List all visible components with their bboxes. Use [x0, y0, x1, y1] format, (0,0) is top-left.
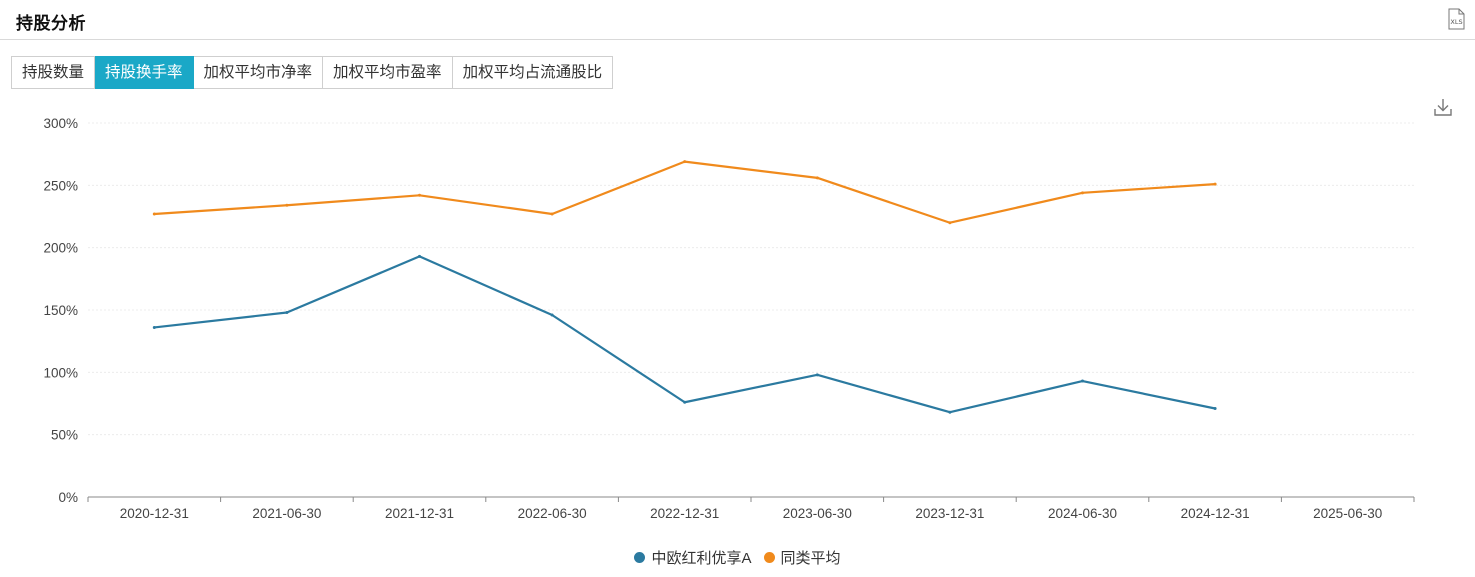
y-tick-label: 0%	[58, 490, 78, 505]
data-point	[418, 255, 421, 258]
data-point	[285, 311, 288, 314]
data-point	[153, 326, 156, 329]
data-point	[285, 204, 288, 207]
data-point	[948, 411, 951, 414]
x-tick-label: 2021-06-30	[252, 506, 321, 521]
data-point	[1081, 191, 1084, 194]
data-point	[551, 213, 554, 216]
y-tick-label: 150%	[43, 303, 78, 318]
y-tick-label: 300%	[43, 116, 78, 131]
chart-legend: 中欧红利优享A 同类平均	[0, 547, 1475, 568]
data-point	[683, 401, 686, 404]
legend-dot-category-average	[764, 552, 775, 563]
series-line-category-average	[154, 162, 1215, 223]
x-tick-label: 2024-06-30	[1048, 506, 1117, 521]
data-point	[1214, 407, 1217, 410]
data-point	[1081, 380, 1084, 383]
y-tick-label: 200%	[43, 241, 78, 256]
x-tick-label: 2022-06-30	[518, 506, 587, 521]
x-tick-label: 2021-12-31	[385, 506, 454, 521]
data-point	[683, 160, 686, 163]
legend-item-category-average[interactable]: 同类平均	[764, 547, 841, 568]
data-point	[551, 313, 554, 316]
data-point	[816, 373, 819, 376]
data-point	[1214, 183, 1217, 186]
series-line-fund	[154, 256, 1215, 412]
legend-item-fund[interactable]: 中欧红利优享A	[634, 547, 751, 568]
x-tick-label: 2020-12-31	[120, 506, 189, 521]
y-tick-label: 250%	[43, 178, 78, 193]
x-tick-label: 2023-12-31	[915, 506, 984, 521]
legend-dot-fund	[634, 552, 645, 563]
x-tick-label: 2024-12-31	[1181, 506, 1250, 521]
x-tick-label: 2023-06-30	[783, 506, 852, 521]
data-point	[816, 176, 819, 179]
data-point	[153, 213, 156, 216]
y-tick-label: 100%	[43, 365, 78, 380]
x-tick-label: 2025-06-30	[1313, 506, 1382, 521]
data-point	[948, 221, 951, 224]
data-point	[418, 194, 421, 197]
x-tick-label: 2022-12-31	[650, 506, 719, 521]
legend-label-fund: 中欧红利优享A	[651, 547, 751, 568]
legend-label-category-average: 同类平均	[781, 547, 841, 568]
y-tick-label: 50%	[51, 428, 78, 443]
